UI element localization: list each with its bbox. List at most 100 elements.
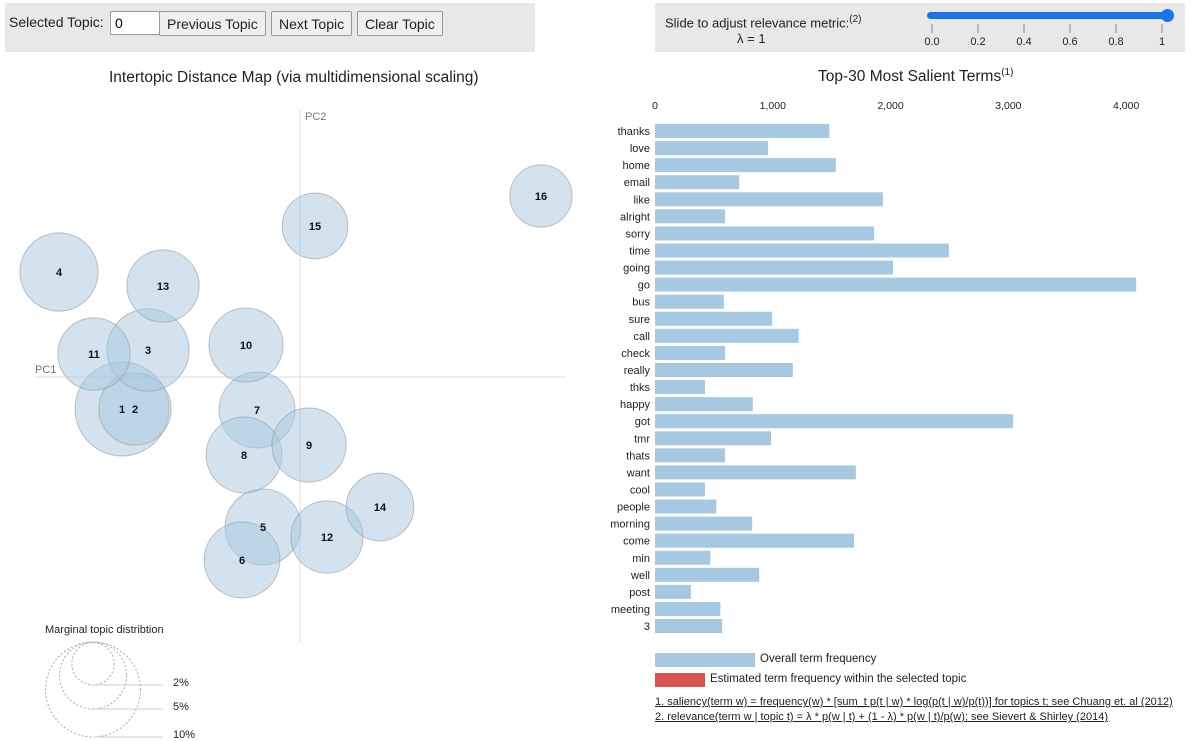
salient-terms-title-text: Top-30 Most Salient Terms	[818, 68, 1002, 86]
next-topic-button[interactable]: Next Topic	[271, 11, 353, 36]
term-bar-sorry[interactable]	[655, 226, 875, 241]
legend-swatch-overall	[655, 653, 755, 667]
term-label: morning	[610, 519, 650, 531]
footnote-saliency-link[interactable]: 1. saliency(term w) = frequency(w) * [su…	[655, 696, 1173, 708]
term-bar-meeting[interactable]	[655, 601, 721, 616]
term-bar-bus[interactable]	[655, 294, 724, 309]
term-bar-well[interactable]	[655, 567, 760, 582]
topic-circle-14[interactable]	[345, 472, 415, 542]
footnote-relevance-link[interactable]: 2. relevance(term w | topic t) = λ * p(w…	[655, 711, 1108, 723]
marginal-legend-title: Marginal topic distribtion	[45, 624, 164, 636]
term-label: min	[632, 553, 650, 565]
topic-circle-12[interactable]	[290, 500, 364, 574]
topic-label-7: 7	[254, 405, 260, 417]
term-label: go	[638, 280, 650, 292]
topic-label-12: 12	[321, 532, 333, 544]
topic-label-10: 10	[240, 340, 252, 352]
term-label: got	[635, 416, 650, 428]
topic-circle-9[interactable]	[271, 407, 347, 483]
topic-label-6: 6	[239, 555, 245, 567]
topic-label-15: 15	[309, 221, 321, 233]
slider-tick-label: 0.6	[1062, 36, 1077, 48]
topic-circle-10[interactable]	[208, 307, 284, 383]
term-bar-call[interactable]	[655, 328, 799, 343]
term-label: happy	[620, 399, 650, 411]
x-tick-label: 3,000	[995, 100, 1021, 112]
term-label: call	[633, 331, 650, 343]
slider-tick-label: 1	[1159, 36, 1165, 48]
selected-topic-label: Selected Topic:	[9, 14, 104, 30]
term-label: time	[629, 245, 650, 257]
salient-terms-title: Top-30 Most Salient Terms(1)	[818, 67, 1013, 86]
term-bar-morning[interactable]	[655, 516, 753, 531]
term-bar-got[interactable]	[655, 414, 1014, 429]
legend-swatch-topic	[655, 673, 705, 687]
topic-circle-13[interactable]	[126, 249, 200, 323]
relevance-label-text: Slide to adjust relevance metric:	[665, 15, 850, 31]
term-bar-really[interactable]	[655, 362, 793, 377]
relevance-slider-thumb[interactable]	[1161, 9, 1174, 22]
slider-tick-label: 0.8	[1108, 36, 1123, 48]
term-label: well	[630, 570, 650, 582]
term-label: 3	[644, 621, 650, 633]
term-bar-check[interactable]	[655, 345, 726, 360]
term-bar-thks[interactable]	[655, 380, 706, 395]
term-bar-thats[interactable]	[655, 448, 726, 463]
topic-circle-6[interactable]	[203, 521, 281, 599]
slider-tick-label: 0.4	[1016, 36, 1031, 48]
previous-topic-button[interactable]: Previous Topic	[159, 11, 266, 36]
term-bar-come[interactable]	[655, 533, 855, 548]
term-bar-like[interactable]	[655, 192, 883, 207]
term-bar-home[interactable]	[655, 158, 836, 173]
topic-label-13: 13	[157, 281, 169, 293]
topic-label-9: 9	[306, 440, 312, 452]
term-bar-min[interactable]	[655, 550, 711, 565]
term-bar-time[interactable]	[655, 243, 949, 258]
relevance-slider-bar: Slide to adjust relevance metric:(2) λ =…	[655, 3, 1185, 52]
term-bar-email[interactable]	[655, 175, 740, 190]
term-bar-happy[interactable]	[655, 397, 753, 412]
term-label: want	[626, 467, 650, 479]
topic-circle-16[interactable]	[509, 164, 573, 228]
relevance-slider-track[interactable]	[927, 12, 1169, 19]
marginal-legend-circle	[45, 641, 141, 738]
term-label: check	[621, 348, 650, 360]
marginal-legend-circle	[58, 641, 128, 710]
term-bar-people[interactable]	[655, 499, 717, 514]
term-bar-post[interactable]	[655, 584, 691, 599]
clear-topic-button[interactable]: Clear Topic	[357, 11, 443, 36]
term-bar-3[interactable]	[655, 619, 723, 634]
term-bar-cool[interactable]	[655, 482, 706, 497]
term-bar-want[interactable]	[655, 465, 856, 480]
salient-terms-bar-chart: 0 1,000 2,000 3,000 4,000 thanks love home email…	[610, 100, 1139, 634]
salient-terms-title-note: (1)	[1001, 67, 1014, 78]
topic-controls-bar: Selected Topic: Previous Topic Next Topi…	[5, 3, 535, 52]
topic-circle-11[interactable]	[57, 317, 131, 391]
topic-circle-4[interactable]	[19, 232, 99, 312]
term-bar-thanks[interactable]	[655, 124, 830, 138]
slider-tick-label: 0.0	[924, 36, 939, 48]
marginal-legend-label: 10%	[173, 729, 195, 741]
lambda-value-text: λ = 1	[737, 31, 766, 46]
marginal-legend-circle	[71, 642, 115, 686]
term-bar-go[interactable]	[655, 277, 1137, 292]
topic-label-5: 5	[260, 522, 266, 534]
x-tick-label: 0	[652, 100, 658, 112]
slider-tick-label: 0.2	[970, 36, 985, 48]
relevance-label: Slide to adjust relevance metric:(2)	[665, 14, 862, 30]
term-label: thats	[626, 450, 650, 462]
term-bar-love[interactable]	[655, 141, 769, 156]
term-label: tmr	[634, 433, 650, 445]
legend-overall-label: Overall term frequency	[760, 653, 877, 665]
relevance-label-note: (2)	[849, 14, 862, 25]
topic-label-16: 16	[535, 191, 547, 203]
term-label: thks	[630, 382, 651, 394]
pc2-axis-label: PC2	[305, 111, 326, 123]
topic-circle-15[interactable]	[281, 192, 349, 260]
term-bar-tmr[interactable]	[655, 431, 772, 446]
intertopic-map-title: Intertopic Distance Map (via multidimens…	[109, 69, 479, 86]
term-bar-going[interactable]	[655, 260, 893, 275]
term-label: like	[633, 194, 650, 206]
term-bar-alright[interactable]	[655, 209, 726, 224]
term-bar-sure[interactable]	[655, 311, 773, 326]
